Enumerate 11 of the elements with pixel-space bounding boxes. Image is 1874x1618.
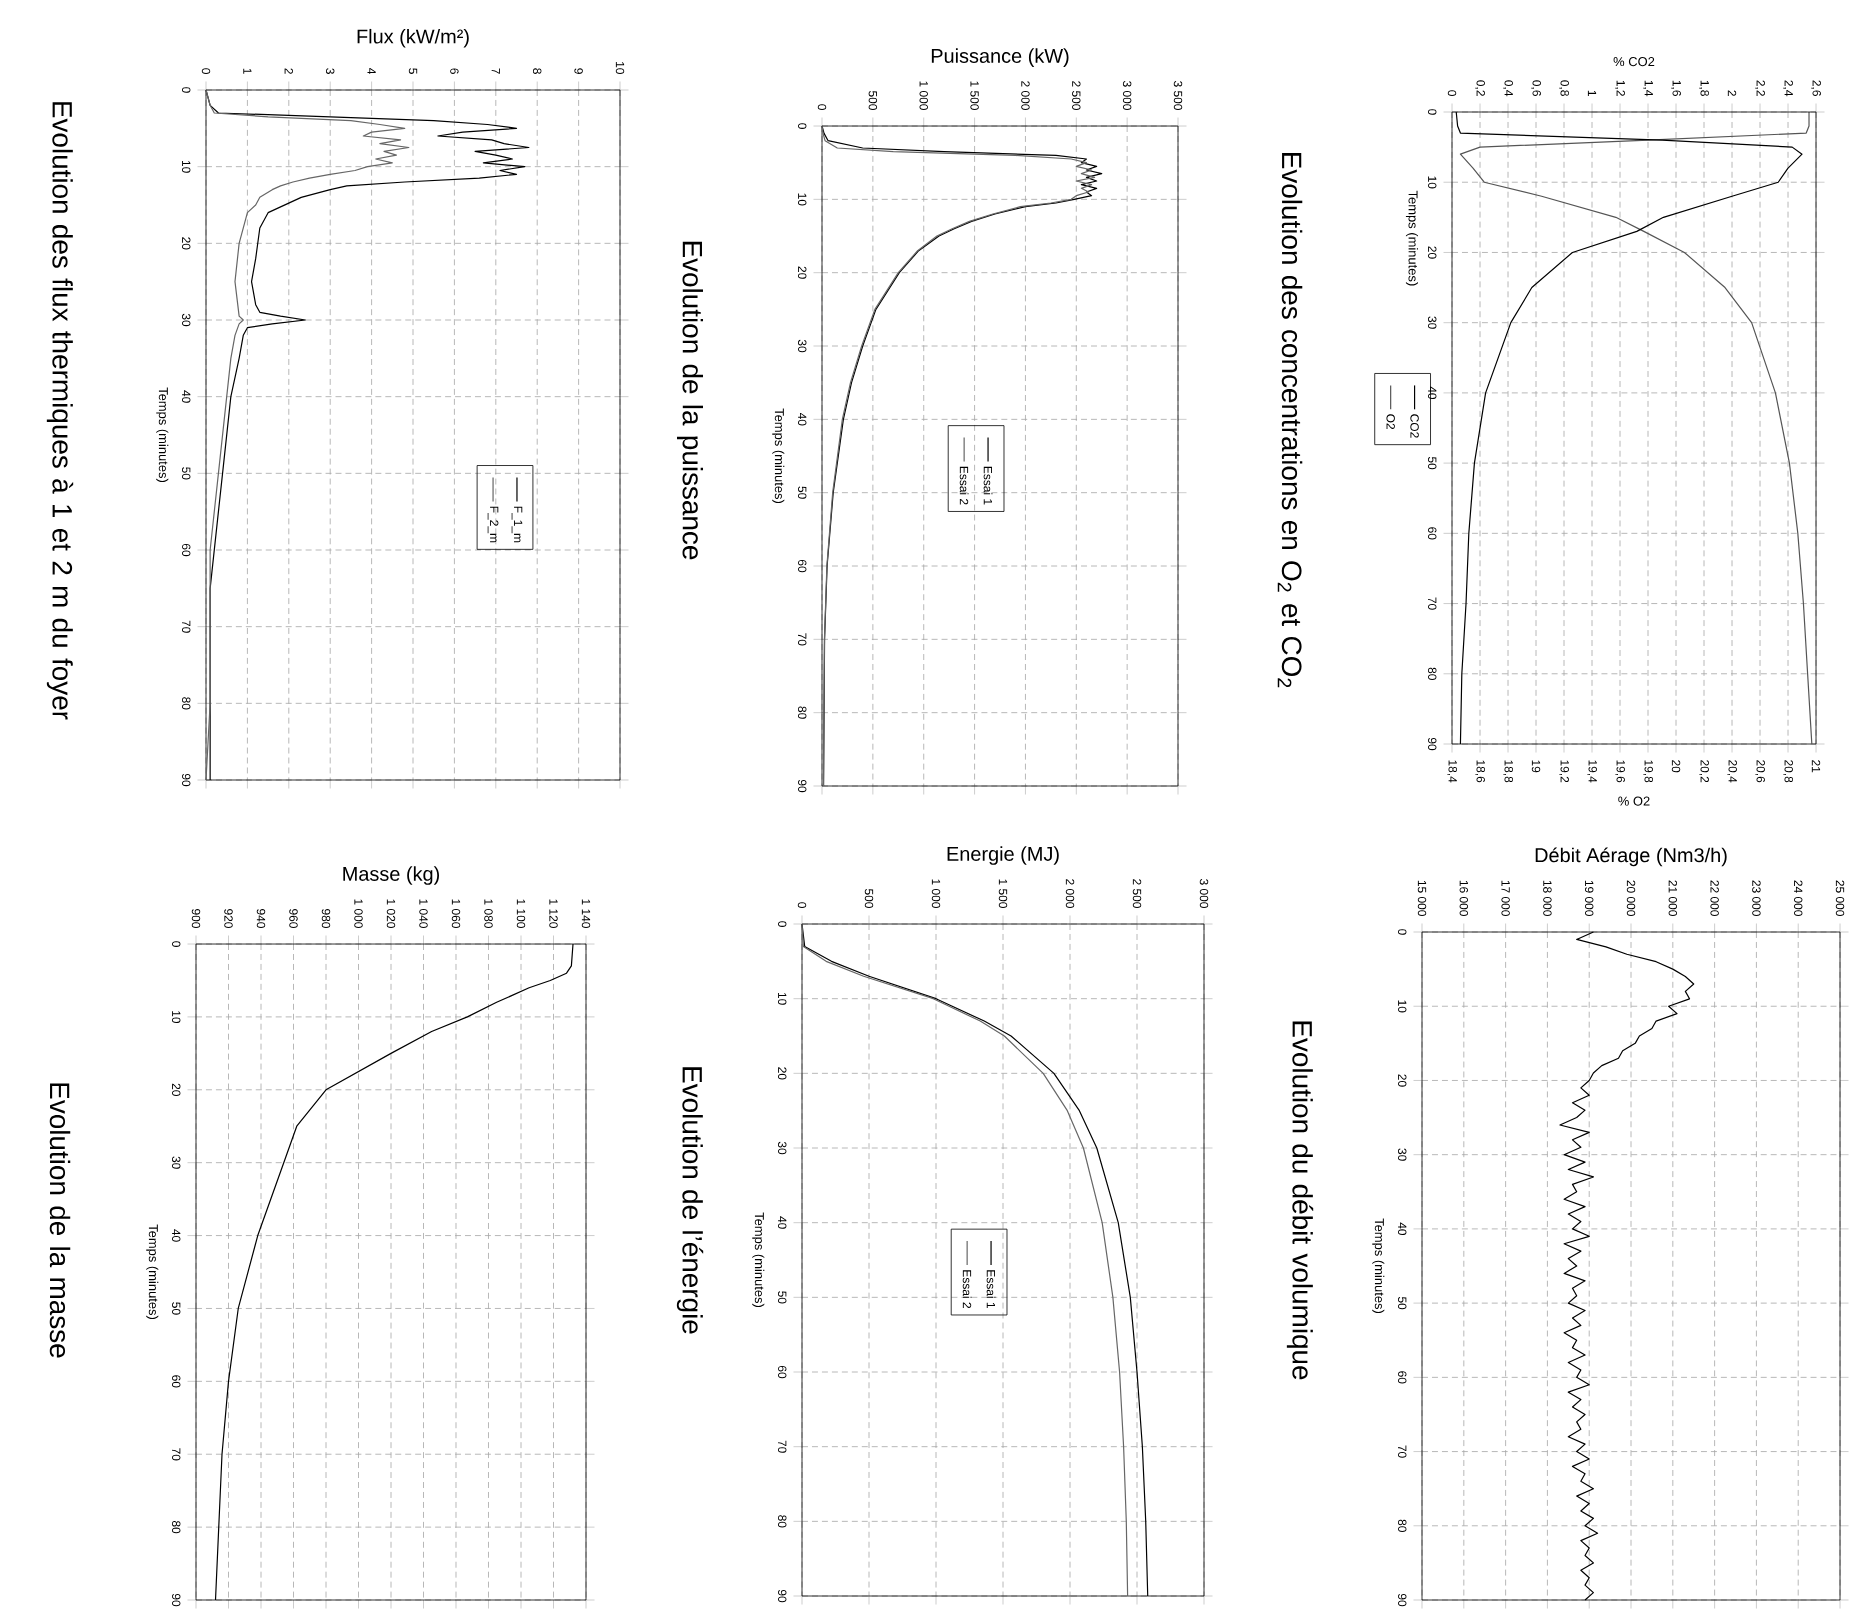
x-axis-title: Energie (MJ) — [947, 846, 1059, 865]
text: Evolution du débit volumique — [1286, 1021, 1314, 1380]
text: Evolution des flux thermiques à 1 et 2 m du foyer — [46, 102, 74, 720]
x-axis-title: Flux (kW/m²) — [357, 28, 469, 48]
x-axis-title: Masse (kg) — [343, 866, 440, 885]
x-axis-title: Débit Aérage (Nm3/h) — [1535, 847, 1727, 867]
text: Evolution de la masse — [49, 1083, 71, 1358]
text: Evolution des concentrations en O$_{2}$ et CO$_{2}$ — [1277, 153, 1303, 688]
x-axis-title: Puissance (kW) — [931, 48, 1069, 67]
text: Evolution de la puissance — [677, 241, 704, 560]
text: Evolution de l’énergie — [676, 1067, 704, 1334]
